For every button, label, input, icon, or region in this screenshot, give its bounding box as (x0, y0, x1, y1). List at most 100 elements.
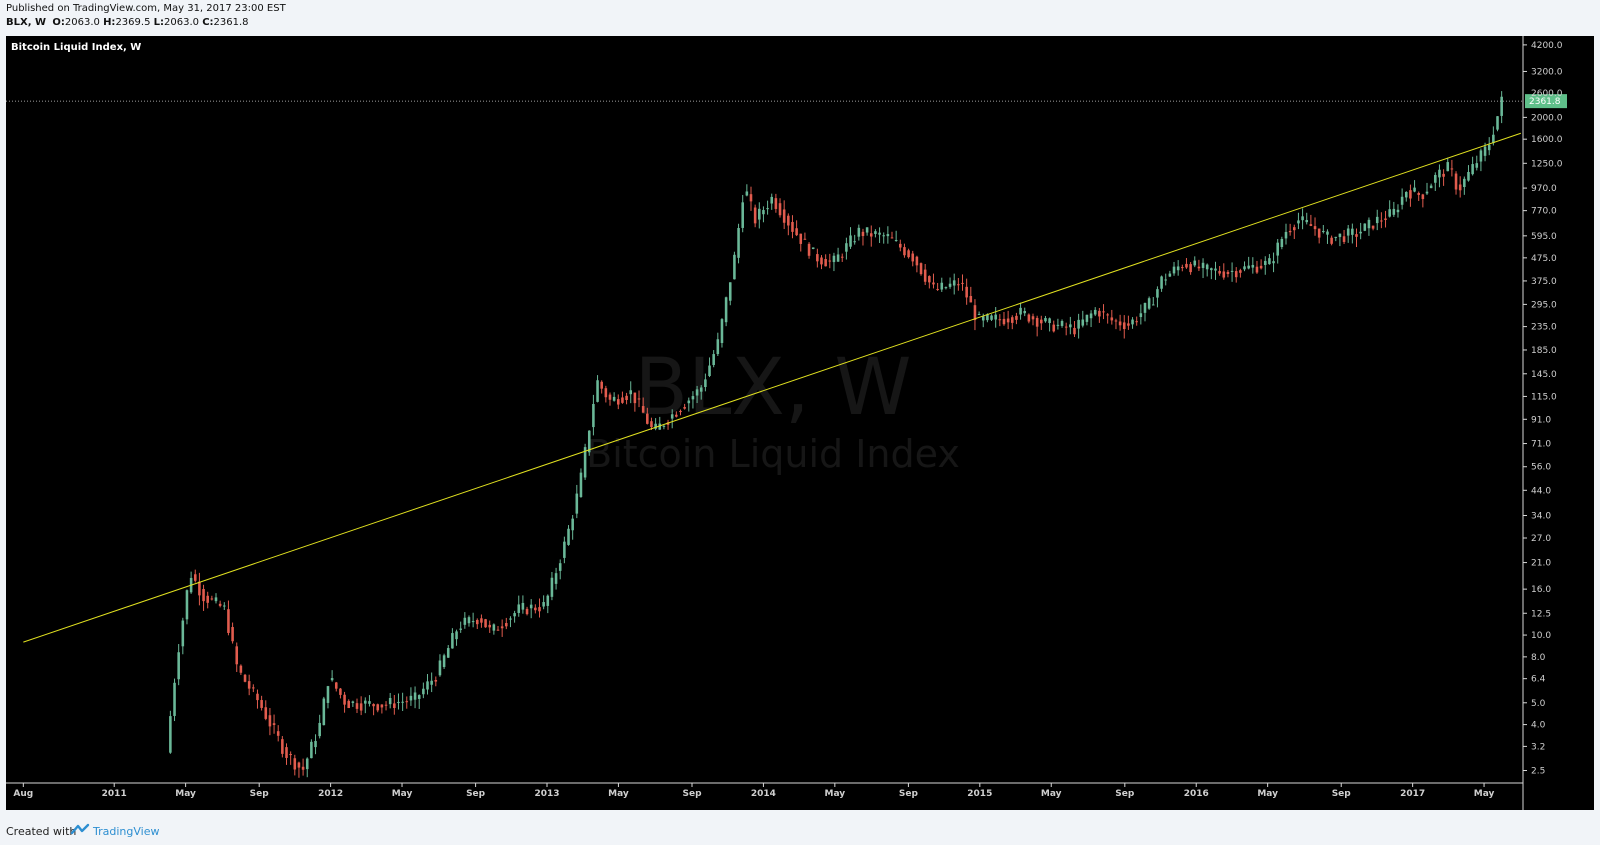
candle-body (260, 700, 263, 708)
candle-body (409, 695, 413, 701)
candle-body (687, 400, 691, 404)
candle-body (1259, 265, 1263, 269)
candle-body (716, 339, 720, 355)
candle-body (1471, 164, 1474, 175)
y-tick-label: 16.0 (1531, 585, 1551, 595)
candle-body (932, 282, 935, 285)
candle-body (442, 655, 446, 667)
created-with-text: Created with (6, 825, 77, 838)
candle-body (948, 283, 952, 287)
candle-body (446, 648, 450, 658)
candle-body (318, 722, 321, 737)
candle-body (1305, 220, 1309, 223)
candle-body (1127, 323, 1130, 326)
candle-body (720, 319, 724, 344)
candle-body (1056, 324, 1060, 326)
candle-body (691, 396, 695, 400)
candle-body (832, 255, 836, 263)
candle-body (1230, 270, 1234, 272)
candle-body (828, 260, 832, 262)
candle-body (1222, 271, 1226, 278)
y-tick-label: 145.0 (1531, 370, 1557, 380)
candle-body (1010, 317, 1014, 323)
candle-body (550, 577, 554, 597)
candle-body (845, 243, 848, 252)
candle-body (936, 288, 939, 290)
candle-body (608, 394, 612, 400)
candle-body (604, 388, 608, 398)
candle-body (1098, 310, 1101, 317)
candles-group (169, 91, 1503, 778)
candle-body (1044, 318, 1047, 322)
candle-body (869, 233, 873, 237)
candle-body (538, 607, 541, 612)
candle-body (1185, 263, 1188, 268)
candle-body (252, 687, 255, 689)
ohlc-line: BLX, W O:2063.0 H:2369.5 L:2063.0 C:2361… (6, 17, 249, 28)
candle-body (795, 228, 798, 236)
candle-body (990, 315, 993, 320)
candle-body (1301, 216, 1304, 221)
y-tick-label: 375.0 (1531, 277, 1557, 287)
candle-body (915, 256, 919, 266)
last-price-tag-label: 2361.8 (1529, 97, 1561, 107)
y-tick-label: 595.0 (1531, 232, 1557, 242)
high-price-tag-label: 2600.0 (1531, 89, 1563, 99)
candle-body (554, 573, 558, 584)
candle-body (256, 693, 259, 701)
candle-body (662, 425, 666, 427)
low-value: 2063.0 (164, 17, 199, 28)
candle-body (509, 618, 512, 620)
candle-body (1438, 169, 1441, 178)
candle-body (762, 210, 765, 215)
candle-body (173, 682, 176, 716)
candle-body (600, 381, 603, 389)
candlestick-chart[interactable]: BLX, W Bitcoin Liquid Index 2.5 3.2 4.0 5.0… (6, 36, 1594, 810)
x-tick-label: 2014 (751, 789, 776, 799)
candle-body (1040, 319, 1043, 324)
candle-body (422, 688, 425, 695)
candle-body (247, 681, 251, 689)
y-axis[interactable]: 2.5 3.2 4.0 5.0 6.4 8.0 10.0 12.5 16.0 21.0 27.0 34… (1523, 41, 1563, 777)
candle-body (683, 407, 686, 409)
watermark-name: Bitcoin Liquid Index (586, 432, 960, 476)
candle-body (1404, 192, 1408, 198)
candle-body (724, 297, 728, 323)
candle-body (1234, 271, 1238, 278)
candle-body (239, 665, 243, 673)
candle-body (1442, 173, 1445, 177)
candle-body (1019, 307, 1022, 315)
candle-body (1147, 298, 1151, 309)
candle-body (1359, 231, 1362, 234)
candle-body (1164, 279, 1168, 281)
candle-body (803, 238, 807, 240)
candle-body (1475, 163, 1479, 168)
candle-body (1118, 321, 1122, 326)
candle-body (1077, 319, 1080, 329)
candle-body (981, 316, 985, 321)
x-axis[interactable]: Aug 2011 May Sep 2012 May Sep 2013 May Sep 2014 May… (13, 783, 1494, 799)
candle-body (629, 390, 633, 395)
candle-body (1247, 265, 1250, 269)
candle-body (840, 256, 844, 258)
candle-body (1073, 327, 1076, 335)
x-tick-label: May (1257, 789, 1278, 799)
candle-body (193, 574, 197, 581)
candle-body (1181, 267, 1184, 269)
candle-body (1326, 231, 1329, 235)
tradingview-brand-link[interactable]: TradingView (93, 825, 160, 838)
candle-body (1002, 318, 1006, 325)
published-line: Published on TradingView.com, May 31, 20… (6, 3, 286, 14)
candle-body (612, 396, 616, 401)
candle-body (334, 682, 338, 689)
candle-body (463, 617, 467, 625)
chart-area[interactable]: BLX, W Bitcoin Liquid Index 2.5 3.2 4.0 5.0… (6, 36, 1594, 810)
x-tick-label: 2016 (1184, 789, 1209, 799)
candle-body (1210, 268, 1213, 271)
candle-body (596, 380, 599, 402)
candle-body (1492, 134, 1495, 144)
y-tick-label: 4200.0 (1531, 41, 1563, 51)
candle-body (1338, 233, 1342, 238)
candle-body (1458, 184, 1462, 191)
candle-body (525, 608, 529, 615)
